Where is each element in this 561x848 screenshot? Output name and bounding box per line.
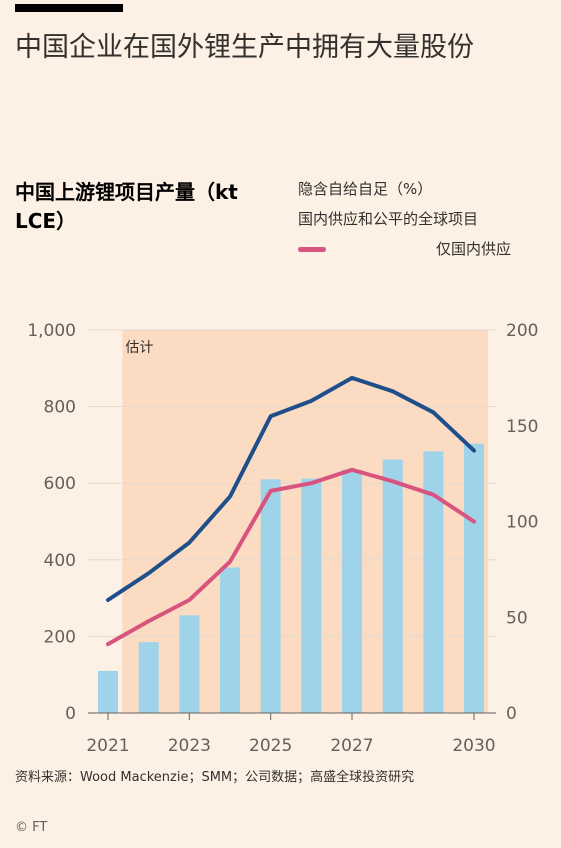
legend: 隐含自给自足（%） 国内供应和公平的全球项目 仅国内供应: [298, 178, 553, 260]
left-axis-title: 中国上游锂项目产量（kt LCE）: [15, 180, 238, 233]
left-tick-label: 0: [65, 704, 76, 724]
chart-plot: 估计 1,000 800 600 400 200 0 200 150 100 50 0 2021 2023…: [27, 321, 538, 756]
bar-2030: [464, 443, 484, 713]
bar-2022: [138, 642, 159, 713]
right-tick-label: 0: [506, 704, 517, 724]
right-tick-label: 200: [506, 321, 538, 341]
legend-entry-global: 国内供应和公平的全球项目: [298, 208, 553, 230]
copyright: © FT: [15, 820, 48, 835]
right-axis-title: 隐含自给自足（%）: [298, 180, 433, 198]
x-tick-label: 2021: [86, 736, 129, 756]
x-tick-label: 2027: [330, 736, 373, 756]
chart-title: 中国企业在国外锂生产中拥有大量股份: [15, 32, 474, 63]
bar-2023: [179, 615, 200, 713]
bar-2026: [301, 478, 322, 713]
ft-top-bar: [15, 4, 123, 12]
legend-label-global: 国内供应和公平的全球项目: [298, 210, 479, 228]
bar-2028: [382, 459, 403, 713]
x-tick-label: 2030: [452, 736, 495, 756]
bar-2021: [98, 670, 118, 713]
bar-2027: [342, 469, 362, 713]
right-tick-label: 100: [506, 513, 538, 533]
bar-2024: [220, 567, 240, 713]
left-tick-label: 600: [44, 474, 76, 494]
bar-2025: [260, 479, 281, 713]
legend-label-domestic: 仅国内供应: [436, 240, 512, 258]
estimate-label: 估计: [125, 340, 153, 356]
legend-swatch-domestic: [298, 247, 326, 252]
left-tick-label: 400: [44, 551, 76, 571]
bar-2029: [423, 451, 444, 713]
left-tick-label: 200: [44, 627, 76, 647]
series-line-1: [106, 467, 476, 647]
series-line-0: [106, 375, 476, 602]
left-tick-label: 1,000: [27, 321, 76, 341]
right-tick-label: 50: [506, 608, 528, 628]
left-tick-label: 800: [44, 398, 76, 418]
legend-entry-domestic: 仅国内供应: [298, 238, 553, 260]
source-note: 资料来源：Wood Mackenzie；SMM；公司数据；高盛全球投资研究: [15, 770, 415, 785]
x-tick-label: 2023: [168, 736, 211, 756]
right-tick-label: 150: [506, 417, 538, 437]
x-tick-label: 2025: [249, 736, 292, 756]
